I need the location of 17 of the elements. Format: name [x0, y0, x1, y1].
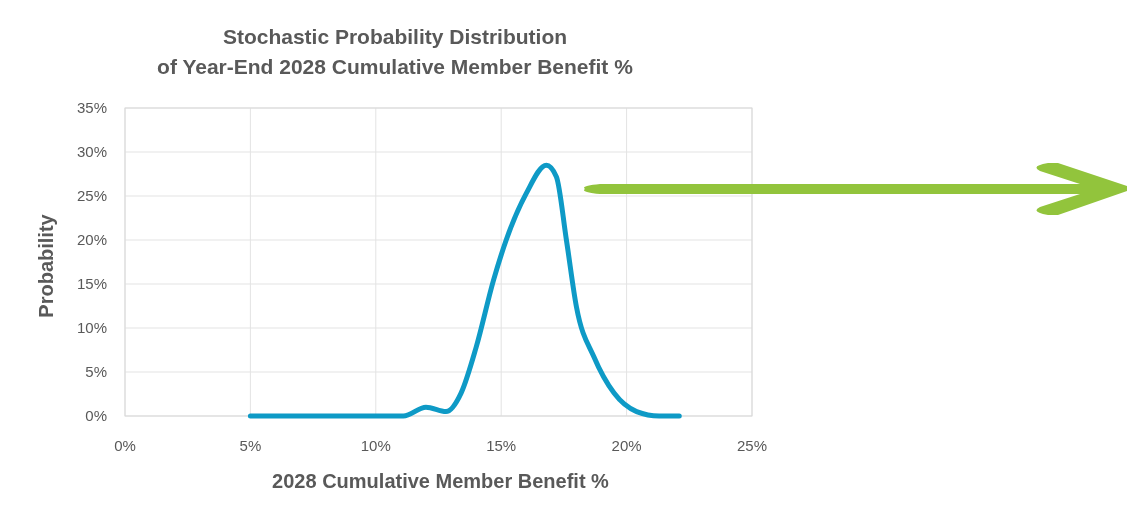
y-tick-label: 5% [85, 363, 107, 380]
x-tick-label: 0% [114, 437, 136, 454]
x-tick-label: 20% [611, 437, 642, 454]
chart-title: Stochastic Probability Distribution of Year-End 2028 Cumulative Member Benefit % [157, 25, 634, 78]
x-tick-label: 10% [360, 437, 391, 454]
y-tick-label: 20% [76, 231, 107, 248]
y-tick-label: 15% [76, 275, 107, 292]
y-tick-label: 0% [85, 407, 107, 424]
y-tick-label: 30% [76, 143, 107, 160]
y-tick-label: 10% [76, 319, 107, 336]
x-axis-title: 2028 Cumulative Member Benefit % [272, 470, 610, 492]
x-tick-label: 5% [239, 437, 262, 454]
x-tick-label: 25% [736, 437, 768, 454]
y-tick-label: 35% [76, 99, 107, 116]
x-tick-label: 15% [486, 437, 517, 454]
y-tick-label: 25% [76, 187, 107, 204]
y-axis-title: Probability [35, 213, 57, 318]
